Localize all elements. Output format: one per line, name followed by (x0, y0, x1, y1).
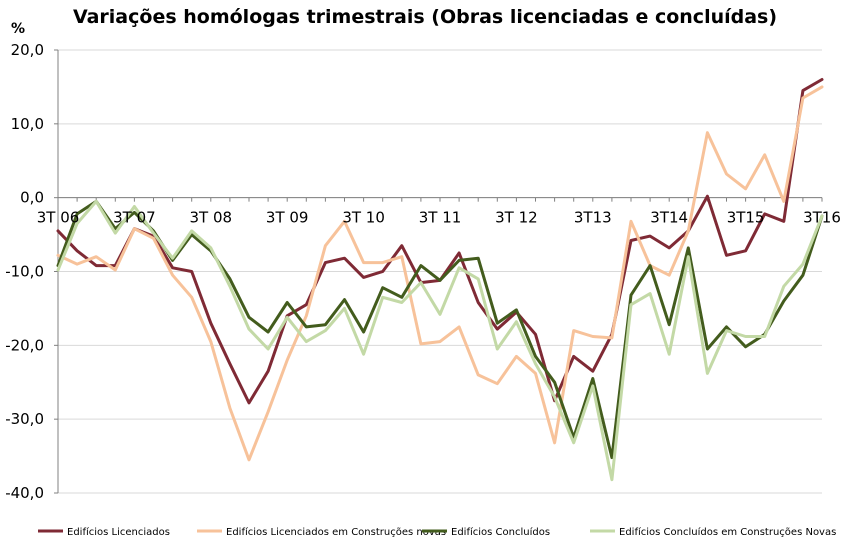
legend-label: Edifícios Licenciados em Construções nov… (226, 526, 446, 538)
x-tick-label: 3T 06 (37, 209, 80, 227)
series-line (56, 85, 824, 462)
y-tick-label: 10,0 (11, 115, 44, 133)
legend-label: Edifícios Licenciados (67, 526, 170, 538)
legend-label: Edifícios Concluídos (451, 526, 550, 538)
x-axis-ticks: 3T 06 3T 07 3T 08 3T 09 3T 10 3T 11 3T 12 3T13 3… (37, 209, 841, 227)
y-axis-unit-label: % (11, 21, 25, 37)
y-tick-label: -20,0 (5, 336, 44, 354)
x-tick-label: 3T 10 (342, 209, 385, 227)
x-tick-label: 3T16 (803, 209, 841, 227)
x-tick-label: 3T 11 (419, 209, 462, 227)
y-tick-label: 0,0 (20, 189, 44, 207)
x-tick-label: 3T 07 (113, 209, 156, 227)
chart-title: Variações homólogas trimestrais (Obras l… (73, 6, 777, 28)
y-tick-label: 20,0 (11, 41, 44, 59)
legend-label: Edifícios Concluídos em Construções Nova… (619, 526, 836, 538)
series-line (56, 199, 824, 460)
legend: Edifícios Licenciados Edifícios Licenciad… (38, 526, 836, 538)
x-tick-label: 3T13 (574, 209, 612, 227)
y-tick-label: -30,0 (5, 410, 44, 428)
x-tick-label: 3T 08 (190, 209, 233, 227)
series-lines (56, 78, 824, 482)
y-axis-ticks: 20,0 10,0 0,0 -10,0 -20,0 -30,0 -40,0 (5, 41, 44, 502)
series-line (56, 199, 824, 482)
x-tick-label: 3T14 (650, 209, 688, 227)
x-tick-label: 3T 12 (495, 209, 538, 227)
series-line (56, 78, 824, 405)
gridlines (58, 49, 822, 494)
y-tick-label: -40,0 (5, 484, 44, 502)
x-tick-label: 3T 09 (266, 209, 309, 227)
y-tick-label: -10,0 (5, 263, 44, 281)
x-tick-label: 3T15 (727, 209, 765, 227)
